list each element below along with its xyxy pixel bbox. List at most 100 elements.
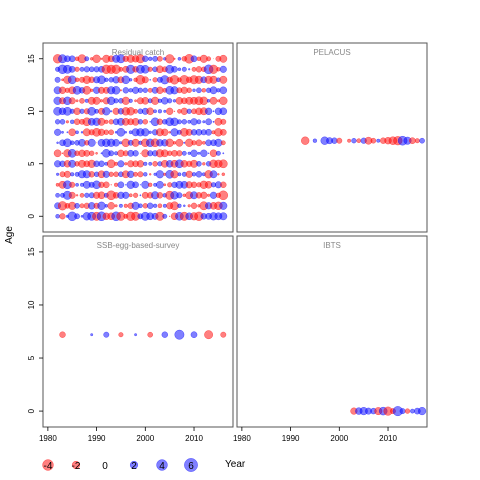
legend-label: 2 (131, 461, 137, 472)
bubble-point (217, 173, 220, 176)
bubble-point (142, 119, 149, 125)
legend-label: 6 (188, 461, 194, 472)
bubble-point (147, 331, 154, 338)
bubble-point (202, 162, 206, 166)
bubble-point (53, 149, 62, 158)
bubble-point (165, 138, 174, 147)
bubble-point (170, 170, 179, 179)
bubble-point (219, 128, 227, 136)
bubble-point (215, 150, 221, 156)
bubble-point (209, 86, 218, 95)
bubble-point (54, 119, 61, 125)
bubble-point (89, 150, 95, 156)
bubble-point (196, 161, 202, 167)
bubble-point (68, 65, 76, 73)
bubble-point (186, 87, 192, 94)
bubble-point (110, 110, 113, 113)
bubble-point (69, 181, 76, 188)
bubble-point (221, 172, 226, 177)
bubble-point (59, 119, 66, 125)
panel-title: Residual catch (112, 48, 164, 57)
bubble-point (74, 77, 80, 83)
bubble-point (137, 119, 144, 125)
bubble-point (110, 184, 112, 186)
bubble-point (138, 203, 143, 209)
bubble-point (102, 107, 111, 116)
bubble-point (163, 183, 167, 187)
bubble-point (207, 152, 210, 155)
bubble-point (104, 119, 109, 124)
bubble-point (79, 203, 85, 209)
legend-bubble (156, 459, 168, 471)
bubble-point (206, 56, 212, 62)
bubble-point (169, 215, 171, 217)
bubble-point (376, 138, 381, 143)
bubble-point (97, 201, 106, 210)
legend-label: -4 (44, 461, 53, 472)
legend-label: 0 (102, 461, 108, 472)
legend-bubble (42, 459, 54, 471)
bubble-point (116, 128, 126, 137)
bubble-point (173, 57, 176, 60)
bubble-point (212, 120, 215, 123)
panel-4: IBTS 1980 1990 2000 2010 (233, 235, 428, 443)
bubble-point (414, 138, 420, 144)
bubble-point (152, 55, 159, 62)
bubble-point (63, 170, 71, 178)
panels-layer: Residual catch 0 5 10 15 PELACUS SSB-egg-based… (27, 42, 428, 443)
panel-frame (42, 42, 234, 233)
panel-1: Residual catch 0 5 10 15 (27, 42, 234, 233)
bubble-point (218, 190, 229, 201)
bubble-point (79, 66, 85, 72)
bubble-point (79, 97, 85, 104)
bubble-point (410, 408, 415, 414)
bubble-point (107, 202, 115, 210)
bubble-point (113, 171, 119, 178)
bubble-point (196, 119, 202, 125)
bubble-point (163, 109, 167, 113)
legend-label: 4 (159, 461, 165, 472)
bubble-point (197, 151, 201, 155)
bubble-point (183, 141, 186, 144)
bubble-point (219, 201, 228, 210)
x-tick-label: 1990 (282, 434, 300, 443)
bubble-point (55, 192, 60, 198)
bubble-point (175, 138, 184, 147)
bubble-point (54, 76, 61, 83)
bubble-point (167, 98, 173, 104)
bubble-point (161, 331, 169, 338)
bubble-point (103, 181, 110, 189)
bubble-point (87, 138, 96, 147)
bubble-point (123, 203, 128, 208)
bubble-point (117, 160, 125, 168)
bubble-point (137, 87, 144, 93)
x-tick-label: 1990 (88, 434, 106, 443)
bubble-point (176, 192, 183, 199)
size-legend: -4 -2 0 2 4 6 (42, 458, 198, 472)
bubble-point (92, 54, 101, 63)
bubble-point (69, 140, 75, 146)
bubble-point (220, 118, 227, 125)
x-tick-label: 1980 (39, 434, 57, 443)
y-axis-label: Age (4, 226, 15, 244)
y-tick-label: 15 (27, 54, 36, 63)
x-tick-label: 2010 (185, 434, 203, 443)
bubble-point (149, 173, 152, 176)
bubble-point (75, 130, 79, 135)
bubble-point (149, 121, 151, 123)
bubble-point (185, 170, 193, 178)
bubble-point (90, 333, 94, 337)
panel-frame (236, 235, 428, 428)
bubble-point (165, 54, 175, 64)
bubble-point (167, 182, 173, 188)
bubble-point (118, 203, 123, 208)
bubble-point (83, 149, 91, 157)
y-tick-label: 10 (27, 106, 36, 115)
bubble-point (177, 57, 182, 61)
bubble-point (104, 77, 109, 83)
bubble-point (200, 191, 208, 199)
bubble-point (112, 139, 120, 147)
panel-title: SSB-egg-based-survey (97, 241, 180, 250)
bubble-point (61, 78, 64, 82)
